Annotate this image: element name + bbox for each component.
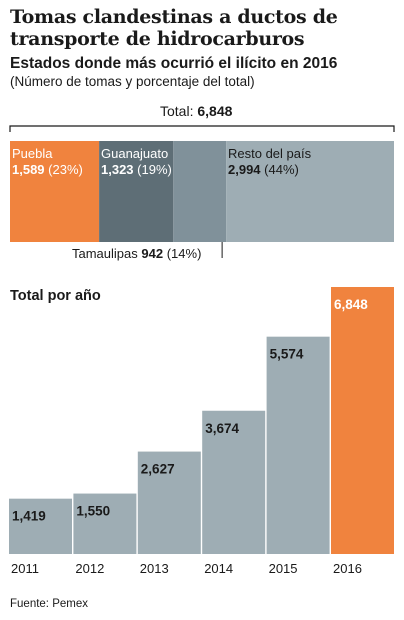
- segment-pct-resto: (44%): [264, 162, 299, 177]
- segment-value-puebla: 1,589: [12, 162, 45, 177]
- x-tick-label-2011: 2011: [11, 561, 39, 576]
- segment-value-guanajuato: 1,323: [101, 162, 134, 177]
- segment-label-puebla: Puebla 1,589 (23%): [12, 146, 83, 178]
- total-bracket: [9, 125, 395, 132]
- annual-chart-title: Total por año: [10, 288, 101, 304]
- bar-2011: [9, 498, 72, 554]
- bar-value-label-2013: 2,627: [141, 462, 175, 477]
- bar-2013: [137, 451, 201, 554]
- x-tick-label-2016: 2016: [333, 561, 362, 576]
- total-label: Total: 6,848: [160, 103, 232, 119]
- x-tick-label-2014: 2014: [204, 561, 233, 576]
- bar-2012: [73, 493, 137, 554]
- share-segment-guanajuato: [99, 141, 174, 242]
- source-note: Fuente: Pemex: [10, 598, 88, 610]
- bar-value-label-2015: 5,574: [270, 347, 304, 362]
- annual-bar-chart: 1,419 2011 1,550 2012 2,627 2013 3,674 2014 5,57…: [9, 287, 394, 576]
- segment-name-resto: Resto del país: [228, 146, 312, 161]
- x-tick-label-2015: 2015: [269, 561, 298, 576]
- bar-2015: [266, 336, 330, 554]
- bar-2014: [202, 410, 266, 554]
- bar-value-label-2012: 1,550: [76, 504, 110, 519]
- segment-name-guanajuato: Guanajuato: [101, 146, 169, 161]
- total-prefix: Total:: [160, 103, 194, 119]
- segment-pct-tamaulipas: (14%): [166, 246, 202, 261]
- chart-note: (Número de tomas y porcentaje del total): [10, 74, 255, 89]
- share-segment-tamaulipas: [173, 141, 227, 242]
- segment-pct-puebla: (23%): [48, 162, 83, 177]
- segment-value-tamaulipas: 942: [141, 246, 164, 261]
- x-tick-label-2012: 2012: [75, 561, 104, 576]
- segment-pct-guanajuato: (19%): [137, 162, 172, 177]
- share-bar-chart: [9, 125, 395, 258]
- bar-value-label-2011: 1,419: [12, 509, 46, 524]
- bar-value-label-2016: 6,848: [334, 297, 368, 312]
- x-tick-label-2013: 2013: [140, 561, 169, 576]
- bar-2016: [331, 287, 394, 554]
- segment-value-resto: 2,994: [228, 162, 261, 177]
- segment-label-resto: Resto del país 2,994 (44%): [228, 146, 311, 178]
- chart-subtitle: Estados donde más ocurrió el ilícito en …: [10, 55, 338, 72]
- segment-label-tamaulipas: Tamaulipas 942 (14%): [72, 246, 201, 262]
- segment-name-puebla: Puebla: [12, 146, 53, 161]
- share-segment-resto-del-pais: [226, 141, 394, 242]
- bar-value-label-2014: 3,674: [205, 421, 239, 436]
- chart-title: Tomas clandestinas a ductos de transport…: [10, 6, 338, 50]
- total-value: 6,848: [197, 103, 233, 119]
- share-segment-puebla: [10, 141, 100, 242]
- segment-name-tamaulipas: Tamaulipas: [72, 246, 138, 261]
- segment-label-guanajuato: Guanajuato 1,323 (19%): [101, 146, 172, 178]
